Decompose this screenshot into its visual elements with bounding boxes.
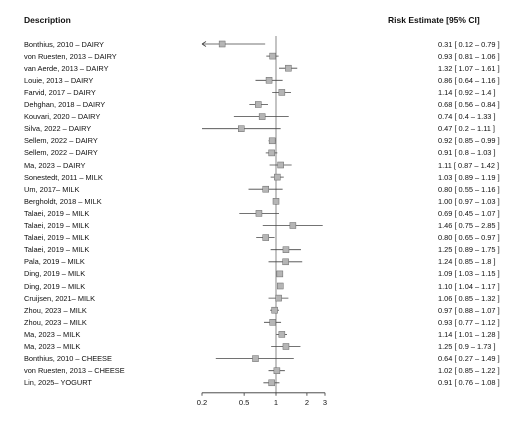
risk-estimate-value: 1.24 [ 0.85 – 1.8 ] [438, 257, 496, 267]
study-label: Lin, 2025– YOGURT [24, 378, 92, 388]
study-label: Sonestedt, 2011 – MILK [24, 172, 103, 182]
risk-estimate-value: 0.64 [ 0.27 – 1.49 ] [438, 354, 500, 364]
study-label: Farvid, 2017 – DAIRY [24, 87, 96, 97]
point-estimate [274, 173, 281, 181]
risk-estimate-value: 1.32 [ 1.07 – 1.61 ] [438, 63, 500, 73]
study-label: Talaei, 2019 – MILK [24, 245, 90, 255]
risk-estimate-value: 0.91 [ 0.76 – 1.08 ] [438, 378, 500, 388]
point-estimate [282, 246, 290, 253]
study-label: van Aerde, 2013 – DAIRY [24, 63, 109, 73]
risk-estimate-value: 1.00 [ 0.97 – 1.03 ] [438, 196, 500, 206]
risk-estimate-value: 1.25 [ 0.89 – 1.75 ] [438, 245, 500, 255]
study-label: Ma, 2023 – MILK [24, 342, 81, 351]
risk-estimate-value: 0.93 [ 0.77 – 1.12 ] [438, 317, 500, 327]
risk-estimate-value: 0.86 [ 0.64 – 1.16 ] [438, 75, 500, 85]
study-label: Pala, 2019 – MILK [24, 257, 85, 267]
point-estimate [271, 306, 278, 314]
study-label: Um, 2017– MILK [24, 184, 80, 194]
risk-estimate-value: 0.91 [ 0.8 – 1.03 ] [438, 148, 496, 158]
x-tick-label: 2 [305, 398, 309, 407]
study-label: Zhou, 2023 – MILK [24, 305, 87, 315]
study-label: Kouvari, 2020 – DAIRY [24, 112, 101, 122]
risk-estimate-value: 1.09 [ 1.03 – 1.15 ] [438, 269, 500, 279]
risk-estimate-value: 0.47 [ 0.2 – 1.11 ] [438, 124, 495, 134]
point-estimate [289, 222, 297, 229]
point-estimate [269, 319, 276, 326]
point-estimate [262, 185, 269, 193]
point-estimate [255, 210, 263, 217]
point-estimate [255, 101, 262, 108]
risk-estimate-value: 0.74 [ 0.4 – 1.33 ] [438, 112, 496, 122]
risk-estimate-value: 1.14 [ 0.92 – 1.4 ] [438, 87, 496, 97]
point-estimate [277, 161, 284, 169]
x-tick-label: 1 [274, 398, 278, 407]
ci-arrow [201, 41, 207, 47]
study-label: Ding, 2019 – MILK [24, 281, 86, 291]
point-estimate [275, 294, 282, 302]
study-label: Talaei, 2019 – MILK [24, 208, 90, 218]
study-label: Zhou, 2023 – MILK [24, 317, 87, 327]
risk-estimate-value: 0.68 [ 0.56 – 0.84 ] [438, 100, 500, 109]
study-label: Ma, 2023 – MILK [24, 329, 81, 339]
point-estimate [273, 367, 281, 374]
study-label: Ma, 2023 – DAIRY [24, 160, 86, 170]
risk-estimate-value: 0.80 [ 0.55 – 1.16 ] [438, 184, 500, 194]
risk-estimate-value: 1.03 [ 0.89 – 1.19 ] [438, 172, 500, 182]
risk-estimate-value: 1.25 [ 0.9 – 1.73 ] [438, 342, 496, 351]
study-label: Bergholdt, 2018 – MILK [24, 196, 102, 206]
study-label: von Ruesten, 2013 – DAIRY [24, 51, 117, 61]
point-estimate [278, 89, 286, 96]
point-estimate [285, 64, 292, 72]
x-tick-label: 0.5 [239, 398, 249, 407]
description-header: Description [24, 15, 71, 25]
point-estimate [268, 379, 275, 387]
risk-estimate-value: 0.92 [ 0.85 – 0.99 ] [438, 136, 500, 146]
risk-estimate-value: 0.93 [ 0.81 – 1.06 ] [438, 51, 500, 61]
study-label: Talaei, 2019 – MILK [24, 233, 90, 243]
risk-estimate-value: 1.06 [ 0.85 – 1.32 ] [438, 293, 500, 303]
point-estimate [282, 258, 289, 266]
point-estimate [258, 113, 266, 120]
point-estimate [265, 77, 273, 84]
risk-estimate-value: 1.10 [ 1.04 – 1.17 ] [438, 281, 500, 291]
study-label: Bonthius, 2010 – DAIRY [24, 39, 104, 49]
x-tick-label: 0.2 [197, 398, 207, 407]
study-label: Dehghan, 2018 – DAIRY [24, 100, 106, 109]
risk-estimate-value: 0.97 [ 0.88 – 1.07 ] [438, 305, 500, 315]
study-label: Bonthius, 2010 – CHEESE [24, 354, 112, 364]
point-estimate [277, 282, 284, 290]
point-estimate [278, 331, 286, 338]
point-estimate [276, 270, 284, 278]
study-label: von Ruesten, 2013 – CHEESE [24, 366, 125, 376]
point-estimate [269, 52, 276, 60]
point-estimate [252, 355, 259, 362]
study-label: Talaei, 2019 – MILK [24, 221, 90, 230]
risk-estimate-value: 0.31 [ 0.12 – 0.79 ] [438, 39, 500, 49]
study-label: Louie, 2013 – DAIRY [24, 75, 94, 85]
risk-estimate-value: 1.46 [ 0.75 – 2.85 ] [438, 221, 500, 230]
risk-estimate-value: 1.11 [ 0.87 – 1.42 ] [438, 160, 500, 170]
point-estimate [218, 40, 226, 48]
point-estimate [282, 343, 290, 350]
point-estimate [268, 149, 275, 157]
study-label: Sellem, 2022 – DAIRY [24, 148, 98, 158]
risk-estimate-value: 0.80 [ 0.65 – 0.97 ] [438, 233, 500, 243]
point-estimate [238, 125, 245, 132]
x-tick-label: 3 [323, 398, 327, 407]
point-estimate [268, 137, 276, 145]
study-label: Cruijsen, 2021– MILK [24, 293, 96, 303]
risk-estimate-value: 0.69 [ 0.45 – 1.07 ] [438, 208, 500, 218]
risk-estimate-header: Risk Estimate [95% CI] [388, 15, 480, 25]
study-label: Sellem, 2022 – DAIRY [24, 136, 98, 146]
risk-estimate-value: 1.02 [ 0.85 – 1.22 ] [438, 366, 500, 376]
risk-estimate-value: 1.14 [ 1.01 – 1.28 ] [438, 329, 500, 339]
study-label: Ding, 2019 – MILK [24, 269, 86, 279]
point-estimate [262, 234, 269, 241]
point-estimate [272, 198, 280, 205]
study-label: Silva, 2022 – DAIRY [24, 124, 92, 134]
